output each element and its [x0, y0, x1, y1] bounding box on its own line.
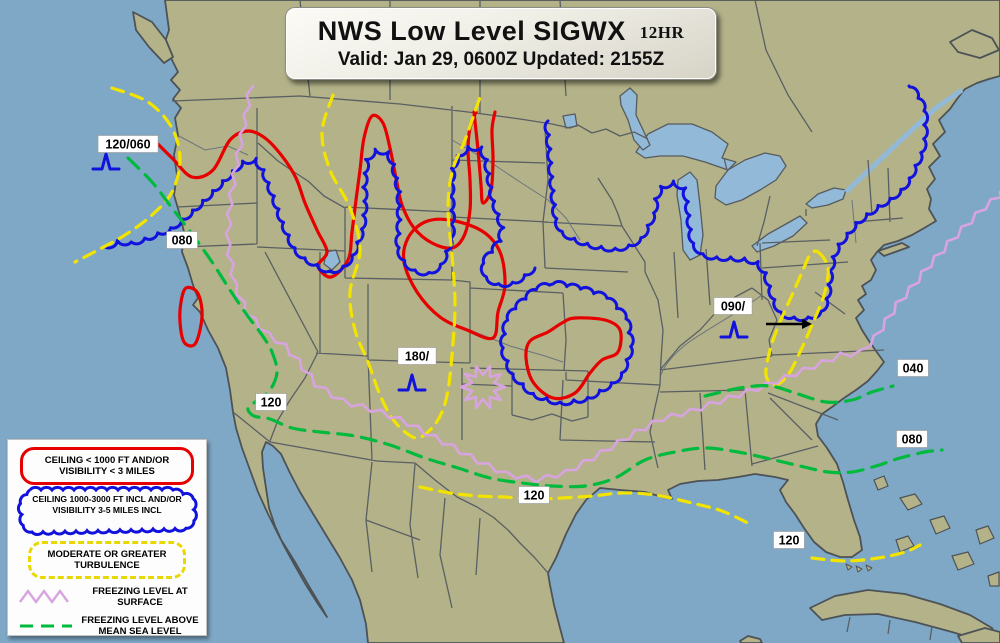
legend-item-freezing-surface: FREEZING LEVEL AT SURFACE — [18, 586, 200, 608]
turbulence-northwest-coast — [73, 86, 182, 264]
legend-frzsfc-line2: SURFACE — [117, 597, 163, 608]
florida-keys — [845, 563, 873, 573]
ifr-area-west — [103, 145, 537, 289]
sigwx-features — [73, 84, 1000, 563]
chart-title: NWS Low Level SIGWX 12HR — [318, 16, 685, 48]
lake-huron — [714, 152, 787, 206]
svg-text:090/: 090/ — [721, 300, 746, 314]
flight-level-label: 040 — [897, 359, 929, 377]
long-island — [877, 242, 910, 257]
flight-level-labels: 120/060 080 180/090/120 120 120 040 080 — [97, 135, 929, 549]
state-borders — [171, 0, 933, 641]
flow-arrow-head — [802, 319, 812, 329]
legend-item-turbulence: MODERATE OR GREATER TURBULENCE — [28, 541, 186, 579]
freezing-level-icon — [719, 320, 749, 339]
forecast-period: 12HR — [639, 22, 685, 42]
green-dash-icon — [20, 624, 72, 628]
freezing-level-icon — [91, 152, 121, 171]
lifr-area-california — [178, 285, 204, 348]
svg-text:120: 120 — [524, 489, 545, 503]
svg-text:120: 120 — [261, 396, 282, 410]
lifr-hairpin-north — [472, 110, 497, 205]
valid-time: Valid: Jan 29, 0600Z Updated: 2155Z — [337, 48, 665, 70]
flight-level-label: 080 — [166, 231, 198, 249]
legend-frzmsl-line1: FREEZING LEVEL ABOVE — [81, 615, 199, 626]
lake-ontario — [805, 187, 847, 209]
product-name: NWS Low Level SIGWX — [317, 15, 626, 46]
svg-text:080: 080 — [902, 433, 923, 447]
turbulence-mid-atlantic — [764, 249, 830, 387]
legend-frzmsl-line2: MEAN SEA LEVEL — [98, 626, 182, 637]
st-lawrence-river — [844, 87, 964, 194]
svg-text:120: 120 — [779, 534, 800, 548]
lake-winnipeg — [619, 87, 651, 151]
lakes — [323, 87, 847, 271]
flight-level-label: 120/060 — [97, 135, 159, 153]
lake-superior — [635, 123, 737, 171]
turbulence-west-hairpin — [320, 93, 482, 440]
flight-level-label: 120 — [773, 531, 805, 549]
freezing-surface-pocket — [459, 364, 507, 410]
legend-box: CEILING < 1000 FT AND/OR VISIBILITY < 3 … — [7, 439, 207, 637]
legend-item-freezing-msl: FREEZING LEVEL ABOVE MEAN SEA LEVEL — [18, 615, 200, 637]
ifr-area-central-east — [543, 84, 930, 323]
svg-text:180/: 180/ — [405, 350, 430, 364]
freezing-msl-main — [126, 156, 944, 489]
legend-item-lifr: CEILING < 1000 FT AND/OR VISIBILITY < 3 … — [20, 447, 194, 485]
violet-zigzag-icon — [19, 588, 69, 605]
freezing-level-icon — [397, 373, 427, 392]
svg-text:040: 040 — [903, 362, 924, 376]
legend-frzsfc-line1: FREEZING LEVEL AT — [92, 586, 188, 597]
legend-turb-line1: MODERATE OR GREATER — [47, 549, 167, 560]
lifr-area-northwest — [150, 110, 478, 279]
flight-level-label: 120 — [255, 393, 287, 411]
vancouver-island — [132, 11, 174, 64]
blue-scallop-outline-icon — [16, 485, 198, 537]
legend-scallop-border — [16, 485, 198, 537]
flight-level-label: 080 — [896, 430, 928, 448]
legend-lifr-line1: CEILING < 1000 FT AND/OR — [44, 455, 170, 466]
landmass — [132, 0, 1000, 643]
legend-lifr-line2: VISIBILITY < 3 MILES — [59, 466, 155, 477]
turbulence-florida-keys — [810, 543, 922, 563]
flight-level-label: 120 — [518, 486, 550, 504]
ifr-area-plains — [499, 280, 635, 407]
nova-scotia — [949, 29, 1000, 59]
hispaniola — [957, 627, 1000, 643]
chart-title-box: NWS Low Level SIGWX 12HR Valid: Jan 29, 0… — [285, 7, 717, 80]
legend-ifr-line1: CEILING 1000-3000 FT INCL AND/OR — [32, 494, 182, 504]
legend-item-ifr: CEILING 1000-3000 FT INCL AND/OR VISIBIL… — [14, 485, 200, 537]
legend-ifr-line2: VISIBILITY 3-5 MILES INCL — [52, 505, 162, 515]
svg-text:080: 080 — [172, 234, 193, 248]
legend-turb-line2: TURBULENCE — [74, 560, 140, 571]
freezing-msl-east — [703, 384, 895, 404]
sigwx-symbols — [91, 152, 812, 392]
flight-level-label: 090/ — [713, 297, 753, 315]
flight-level-label: 180/ — [397, 347, 437, 365]
lifr-area-plains — [524, 316, 623, 401]
svg-text:120/060: 120/060 — [105, 138, 150, 152]
bahamas — [873, 475, 1000, 587]
freezing-surface-main — [224, 84, 1000, 484]
